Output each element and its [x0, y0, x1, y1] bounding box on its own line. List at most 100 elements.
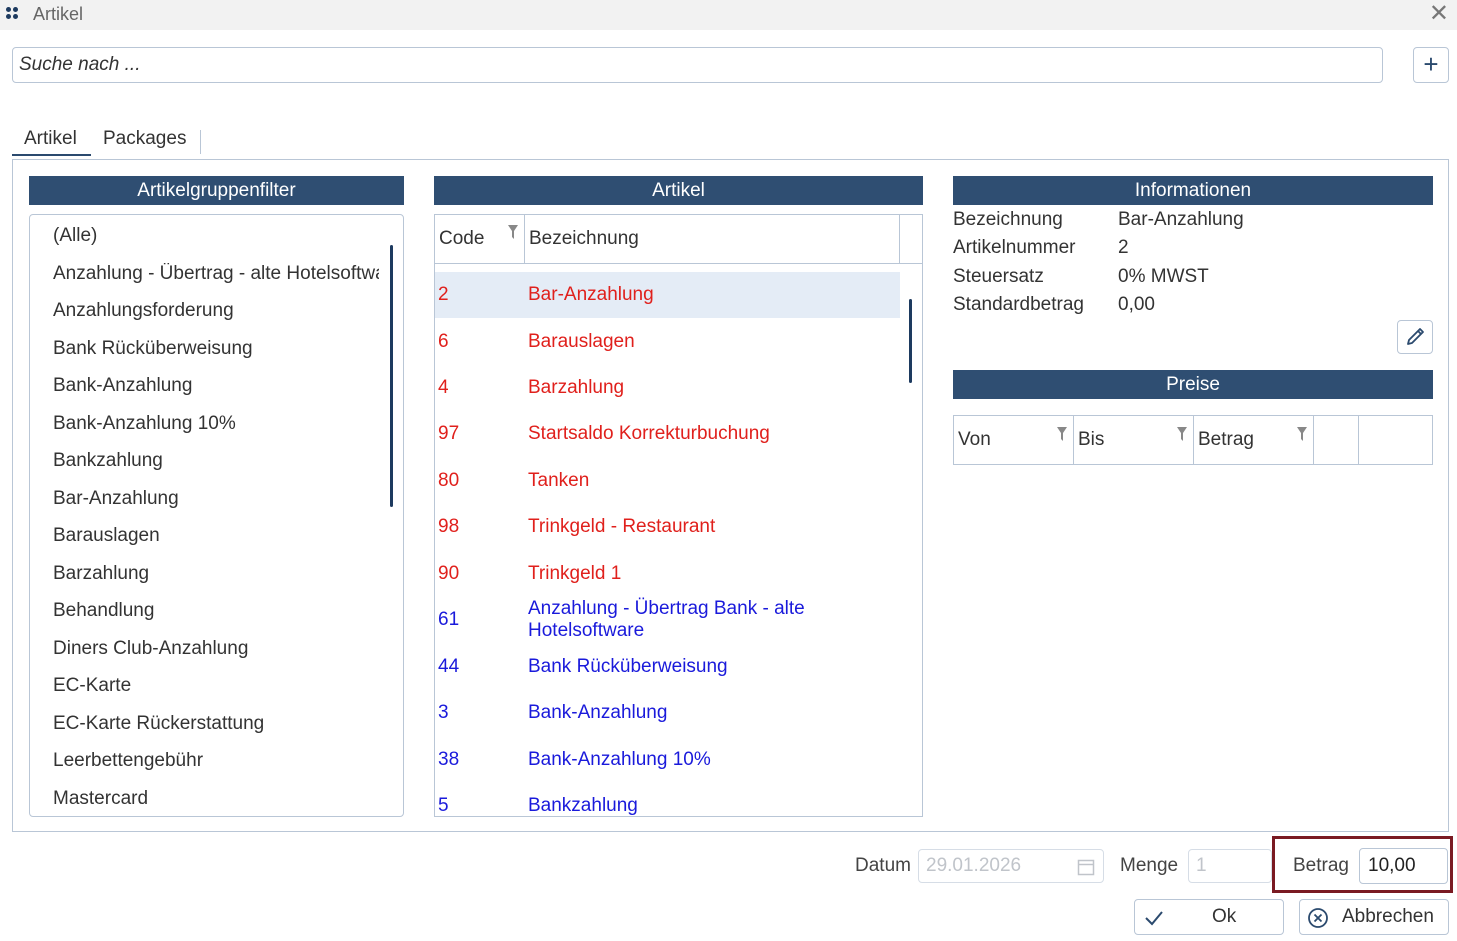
ok-button[interactable]: Ok [1134, 899, 1284, 935]
row-code: 61 [438, 609, 460, 630]
row-name: Trinkgeld 1 [528, 563, 622, 584]
list-item[interactable]: Bank Rücküberweisung [53, 338, 253, 359]
row-name: Startsaldo Korrekturbuchung [528, 423, 770, 444]
group-list-scrollbar[interactable] [390, 245, 393, 507]
table-row[interactable]: 5 Bankzahlung [435, 783, 900, 816]
row-code: 90 [438, 563, 460, 584]
table-row[interactable]: 6 Barauslagen [435, 319, 900, 365]
pencil-icon [1407, 328, 1424, 345]
row-name: Tanken [528, 470, 590, 491]
table-row[interactable]: 80 Tanken [435, 458, 900, 504]
menge-label: Menge [1120, 855, 1179, 876]
menge-value: 1 [1196, 855, 1207, 876]
table-row[interactable]: 38 Bank-Anzahlung 10% [435, 737, 900, 783]
info-value: 0% MWST [1118, 266, 1209, 287]
filter-icon[interactable] [508, 225, 518, 239]
column-header-bis[interactable]: Bis [1074, 416, 1194, 464]
edit-button[interactable] [1397, 320, 1433, 354]
row-name: Anzahlung - Übertrag Bank - alte Hotelso… [528, 598, 805, 641]
table-row[interactable]: 44 Bank Rücküberweisung [435, 644, 900, 690]
column-header-code[interactable]: Code [435, 215, 525, 263]
menge-field: 1 [1188, 849, 1272, 883]
list-item[interactable]: EC-Karte [53, 675, 132, 696]
tab-packages[interactable]: Packages [103, 128, 187, 149]
search-input[interactable] [12, 47, 1383, 83]
row-name: Bar-Anzahlung [528, 284, 654, 305]
column-label: Von [958, 429, 991, 450]
calendar-icon [1077, 859, 1095, 876]
table-row[interactable]: 2 Bar-Anzahlung [435, 272, 900, 318]
betrag-input[interactable]: 10,00 [1359, 848, 1448, 884]
column-label: Betrag [1198, 429, 1254, 450]
list-item[interactable]: EC-Karte Rückerstattung [53, 713, 265, 734]
column-label: Bezeichnung [529, 228, 639, 249]
row-name: Bank-Anzahlung [528, 702, 668, 723]
column-header-betrag[interactable]: Betrag [1194, 416, 1314, 464]
row-name: Barzahlung [528, 377, 625, 398]
tab-artikel[interactable]: Artikel [12, 128, 91, 156]
info-value: 0,00 [1118, 294, 1155, 315]
filter-icon[interactable] [1177, 427, 1187, 441]
info-value: Bar-Anzahlung [1118, 209, 1244, 230]
datum-value: 29.01.2026 [926, 855, 1022, 876]
list-item[interactable]: Mastercard [53, 788, 149, 809]
app-icon [6, 7, 18, 19]
table-row[interactable]: 61 Anzahlung - Übertrag Bank - alte Hote… [435, 597, 900, 643]
column-header-empty [1314, 416, 1359, 464]
betrag-label: Betrag [1293, 855, 1349, 876]
row-name: Trinkgeld - Restaurant [528, 516, 716, 537]
row-code: 2 [438, 284, 449, 305]
row-code: 3 [438, 702, 449, 723]
prices-table: Von Bis Betrag [953, 415, 1433, 465]
table-row[interactable]: 90 Trinkgeld 1 [435, 551, 900, 597]
cancel-button[interactable]: Abbrechen [1299, 899, 1449, 935]
list-item[interactable]: Bar-Anzahlung [53, 488, 179, 509]
list-item[interactable]: Bank-Anzahlung [53, 375, 193, 396]
cancel-label: Abbrechen [1342, 906, 1434, 927]
column-header-bezeichnung[interactable]: Bezeichnung [525, 215, 900, 263]
list-item[interactable]: Anzahlungsforderung [53, 300, 234, 321]
header-divider [435, 263, 922, 264]
datum-label: Datum [855, 855, 911, 876]
betrag-highlight [1272, 836, 1453, 893]
articles-header: Artikel [434, 176, 923, 205]
row-name: Bank-Anzahlung 10% [528, 749, 711, 770]
list-item[interactable]: Leerbettengebühr [53, 750, 204, 771]
list-item[interactable]: Anzahlung - Übertrag - alte Hotelsoftwar… [53, 263, 379, 284]
row-code: 4 [438, 377, 449, 398]
filter-icon[interactable] [1297, 427, 1307, 441]
row-code: 38 [438, 749, 460, 770]
check-icon [1145, 911, 1163, 926]
table-row[interactable]: 3 Bank-Anzahlung [435, 690, 900, 736]
row-name: Bank Rücküberweisung [528, 656, 728, 677]
column-label: Code [439, 228, 485, 249]
list-item[interactable]: Bankzahlung [53, 450, 163, 471]
cancel-circle-icon [1308, 908, 1328, 928]
list-item[interactable]: Behandlung [53, 600, 155, 621]
datum-field: 29.01.2026 [918, 849, 1104, 883]
add-button[interactable]: + [1413, 47, 1449, 83]
filter-icon[interactable] [1057, 427, 1067, 441]
info-label: Steuersatz [953, 266, 1044, 287]
info-label: Bezeichnung [953, 209, 1063, 230]
prices-header: Preise [953, 370, 1433, 399]
column-label: Bis [1078, 429, 1105, 450]
list-item[interactable]: Barauslagen [53, 525, 160, 546]
table-row[interactable]: 4 Barzahlung [435, 365, 900, 411]
close-icon[interactable]: ✕ [1428, 0, 1449, 27]
row-code: 98 [438, 516, 460, 537]
articles-scrollbar[interactable] [909, 299, 912, 383]
table-row[interactable]: 98 Trinkgeld - Restaurant [435, 504, 900, 550]
list-item[interactable]: (Alle) [53, 225, 98, 246]
list-item[interactable]: Bank-Anzahlung 10% [53, 413, 236, 434]
plus-icon: + [1423, 49, 1439, 79]
row-code: 80 [438, 470, 460, 491]
list-item[interactable]: Diners Club-Anzahlung [53, 638, 249, 659]
list-item[interactable]: Barzahlung [53, 563, 150, 584]
table-row[interactable]: 97 Startsaldo Korrekturbuchung [435, 411, 900, 457]
row-name: Barauslagen [528, 331, 635, 352]
column-header-von[interactable]: Von [954, 416, 1074, 464]
row-name: Bankzahlung [528, 795, 638, 816]
group-filter-list[interactable]: (Alle) Anzahlung - Übertrag - alte Hotel… [29, 214, 404, 817]
row-code: 44 [438, 656, 460, 677]
